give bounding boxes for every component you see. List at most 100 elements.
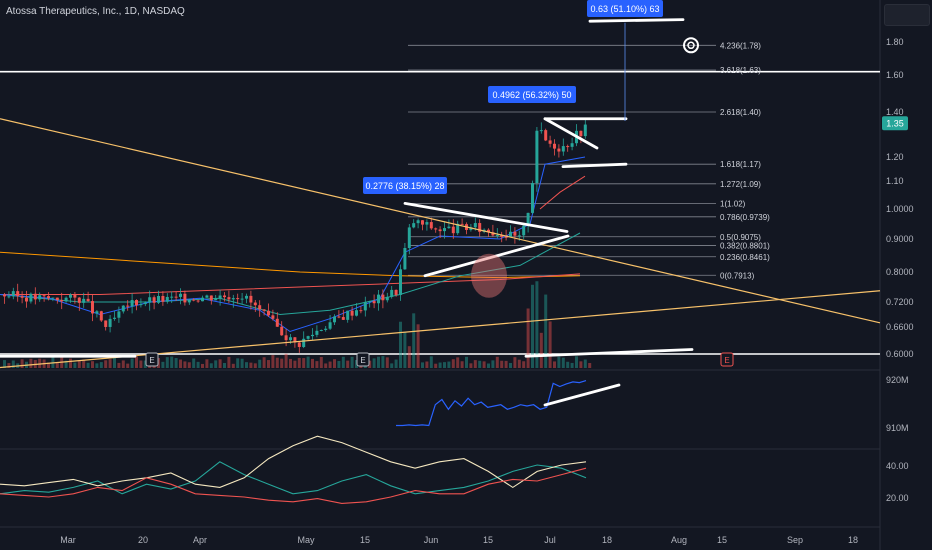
candle xyxy=(535,130,539,184)
volume-bar xyxy=(183,361,187,368)
volume-bar xyxy=(522,361,526,368)
candle xyxy=(258,305,262,310)
volume-bar xyxy=(51,356,55,368)
volume-bar xyxy=(29,358,33,368)
candle xyxy=(297,342,301,347)
measure-label-box xyxy=(488,86,576,103)
candle xyxy=(223,295,226,298)
chart-title: Atossa Therapeutics, Inc., 1D, NASDAQ xyxy=(6,6,185,17)
moving-average-100 xyxy=(0,273,581,295)
volume-bar xyxy=(557,356,561,368)
volume-bar xyxy=(38,358,42,368)
volume-bar xyxy=(473,360,477,368)
candle xyxy=(548,140,552,144)
candle xyxy=(29,293,33,302)
fib-level-label: 1.272(1.09) xyxy=(720,180,761,189)
x-tick-label: Jun xyxy=(424,535,439,545)
candle xyxy=(47,296,50,299)
candle xyxy=(108,318,112,327)
volume-bar xyxy=(3,360,6,368)
candle xyxy=(16,291,20,297)
candle xyxy=(531,183,534,213)
volume-bar xyxy=(553,361,556,368)
drawn-pattern-line xyxy=(423,234,570,278)
volume-bar xyxy=(130,358,134,368)
candle xyxy=(363,301,367,311)
candle xyxy=(275,318,279,327)
candle xyxy=(117,311,121,318)
candle xyxy=(368,301,372,303)
earnings-marker-label: E xyxy=(149,356,154,365)
candle xyxy=(253,302,257,306)
volume-bar xyxy=(460,361,464,368)
candle xyxy=(60,300,64,302)
candle xyxy=(579,130,583,137)
y-tick-label: 1.60 xyxy=(886,70,904,80)
x-tick-label: Sep xyxy=(787,535,803,545)
candle xyxy=(289,337,292,341)
volume-bar xyxy=(425,361,429,368)
y-tick-label: 920M xyxy=(886,375,909,385)
candle xyxy=(416,220,420,224)
last-price-badge xyxy=(882,116,908,131)
candle xyxy=(3,294,6,297)
top-right-widget[interactable] xyxy=(884,4,930,26)
volume-bar xyxy=(143,360,147,368)
candle xyxy=(341,317,345,320)
candle xyxy=(165,296,169,302)
candle xyxy=(500,235,504,237)
x-tick-label: 15 xyxy=(483,535,493,545)
candle xyxy=(509,231,512,238)
volume-bar xyxy=(333,359,336,368)
fib-level-label: 4.236(1.78) xyxy=(720,41,761,50)
measure-label: 0.63 (51.10%) 63 xyxy=(590,4,659,14)
volume-bar xyxy=(412,313,416,368)
candle xyxy=(227,297,231,300)
candle xyxy=(302,338,306,347)
fib-level-label: 0.786(0.9739) xyxy=(720,213,770,222)
volume-bar xyxy=(284,353,288,368)
candle xyxy=(328,322,332,329)
fib-level-label: 0.382(0.8801) xyxy=(720,242,770,251)
candle xyxy=(473,223,477,228)
candle xyxy=(179,293,182,297)
volume-bar xyxy=(566,361,570,368)
candle xyxy=(399,269,402,295)
volume-bar xyxy=(381,356,385,368)
volume-bar xyxy=(368,360,372,368)
earnings-marker-label: E xyxy=(724,356,729,365)
volume-bar xyxy=(236,358,240,368)
candle xyxy=(377,294,380,304)
volume-bar xyxy=(438,362,442,368)
volume-bar xyxy=(447,361,451,368)
volume-bar xyxy=(69,358,72,368)
oscillator-line xyxy=(0,461,587,495)
candle xyxy=(20,296,24,298)
oscillator-line xyxy=(0,467,587,504)
candle xyxy=(183,293,187,303)
volume-bar xyxy=(91,361,94,368)
candle xyxy=(280,326,284,336)
candle xyxy=(262,309,266,311)
volume-bar xyxy=(531,284,534,368)
fib-level-label: 1.618(1.17) xyxy=(720,160,761,169)
volume-bar xyxy=(394,359,398,368)
candle xyxy=(77,297,81,303)
candle xyxy=(7,296,11,298)
y-tick-label: 0.9000 xyxy=(886,234,914,244)
candle xyxy=(113,317,116,319)
y-tick-label: 1.0000 xyxy=(886,204,914,214)
volume-bar xyxy=(245,362,248,368)
fib-level-label: 3.618(1.63) xyxy=(720,66,761,75)
volume-bar xyxy=(583,359,587,368)
candle xyxy=(443,228,446,232)
candle xyxy=(429,222,433,229)
volume-bar xyxy=(526,308,530,368)
volume-bar xyxy=(561,357,565,368)
candle xyxy=(192,299,196,301)
volume-bar xyxy=(509,362,512,368)
candle xyxy=(157,295,160,303)
volume-bar xyxy=(187,362,191,368)
target-circle-outer xyxy=(683,37,699,54)
candle xyxy=(447,226,451,229)
